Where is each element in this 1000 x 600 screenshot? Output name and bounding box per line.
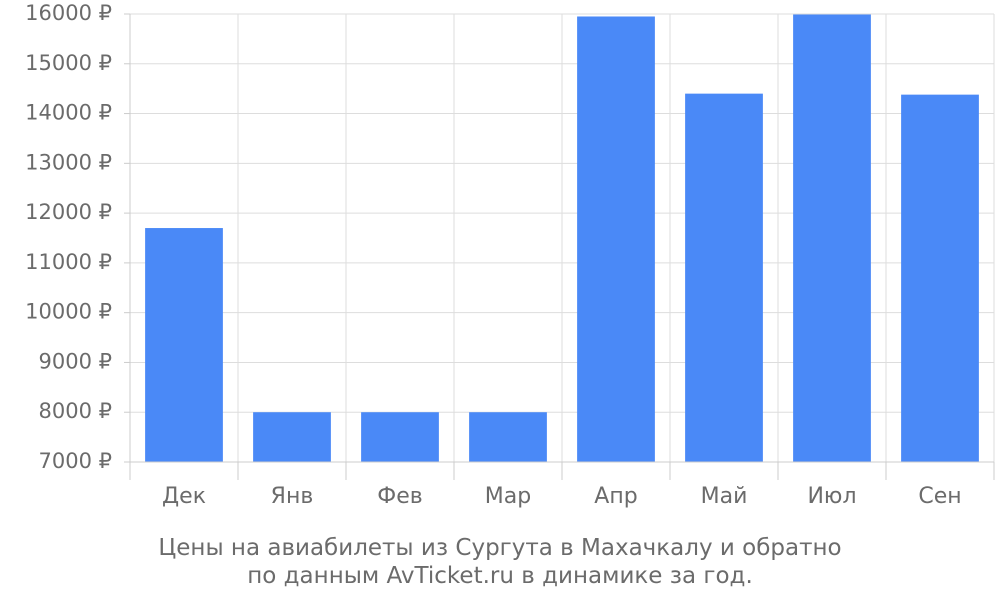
x-tick-label: Янв <box>271 484 314 509</box>
x-tick-label: Мар <box>485 484 531 509</box>
x-tick-labels: Дек Янв Фев Мар Апр Май Июл Сен <box>162 484 962 509</box>
y-tick-label: 8000 ₽ <box>39 399 112 423</box>
bars <box>145 14 979 463</box>
x-tick-label: Май <box>701 484 748 509</box>
x-tick-label: Фев <box>377 484 422 509</box>
y-tick-label: 10000 ₽ <box>25 300 112 324</box>
bar <box>793 14 871 463</box>
y-tick-label: 13000 ₽ <box>25 150 112 174</box>
bar <box>901 94 979 462</box>
x-tick-label: Апр <box>594 484 637 509</box>
chart-caption-line-1: Цены на авиабилеты из Сургута в Махачкал… <box>158 535 842 561</box>
bar <box>469 412 547 462</box>
x-tick-label: Июл <box>807 484 856 509</box>
bar <box>577 16 655 462</box>
y-tick-label: 15000 ₽ <box>25 51 112 75</box>
y-tick-labels: 7000 ₽ 8000 ₽ 9000 ₽ 10000 ₽ 11000 ₽ 12000 ₽ 1… <box>25 1 112 473</box>
y-tick-label: 11000 ₽ <box>25 250 112 274</box>
bar <box>145 228 223 462</box>
bar-chart: 7000 ₽ 8000 ₽ 9000 ₽ 10000 ₽ 11000 ₽ 12000 ₽ 1… <box>25 1 995 509</box>
x-tick-label: Дек <box>162 484 206 509</box>
y-tick-label: 9000 ₽ <box>39 349 112 373</box>
y-tick-label: 12000 ₽ <box>25 200 112 224</box>
x-tick-label: Сен <box>918 484 961 509</box>
axes <box>124 13 995 480</box>
bar <box>685 93 763 463</box>
bar <box>253 412 331 462</box>
chart-caption-line-2: по данным AvTicket.ru в динамике за год. <box>247 563 753 589</box>
bar <box>361 412 439 462</box>
y-tick-label: 16000 ₽ <box>25 1 112 25</box>
y-tick-label: 14000 ₽ <box>25 101 112 125</box>
y-tick-label: 7000 ₽ <box>39 449 112 473</box>
